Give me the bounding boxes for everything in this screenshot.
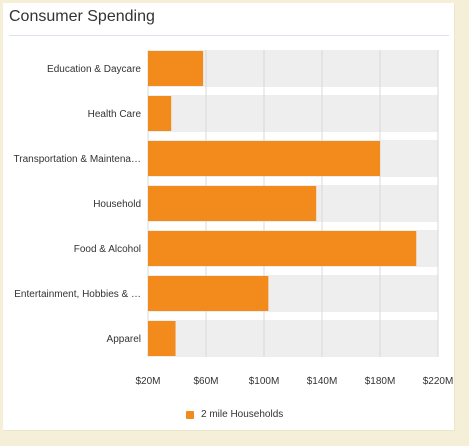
x-tick-label: $140M — [307, 376, 338, 387]
row-band — [148, 95, 438, 132]
bar — [148, 96, 172, 131]
category-label: Household — [93, 199, 141, 210]
bar — [148, 141, 380, 176]
category-label: Education & Daycare — [47, 64, 141, 75]
bar — [148, 186, 317, 221]
row-band — [148, 320, 438, 357]
category-label: Food & Alcohol — [74, 244, 141, 255]
category-label: Apparel — [107, 334, 141, 345]
category-label: Transportation & Maintena… — [14, 154, 141, 165]
x-tick-label: $220M — [423, 376, 454, 387]
x-tick-label: $60M — [193, 376, 218, 387]
bar — [148, 321, 176, 356]
legend[interactable]: 2 mile Households — [186, 409, 283, 420]
legend-swatch — [186, 410, 194, 419]
x-tick-label: $20M — [135, 376, 160, 387]
category-label: Health Care — [88, 109, 142, 120]
bar — [148, 231, 417, 266]
chart-title: Consumer Spending — [9, 8, 155, 25]
legend-label: 2 mile Households — [201, 409, 284, 420]
x-tick-label: $180M — [365, 376, 396, 387]
bar — [148, 276, 269, 311]
x-tick-label: $100M — [249, 376, 280, 387]
title-divider — [9, 35, 449, 36]
category-label: Entertainment, Hobbies & … — [14, 289, 141, 300]
bar — [148, 51, 204, 86]
